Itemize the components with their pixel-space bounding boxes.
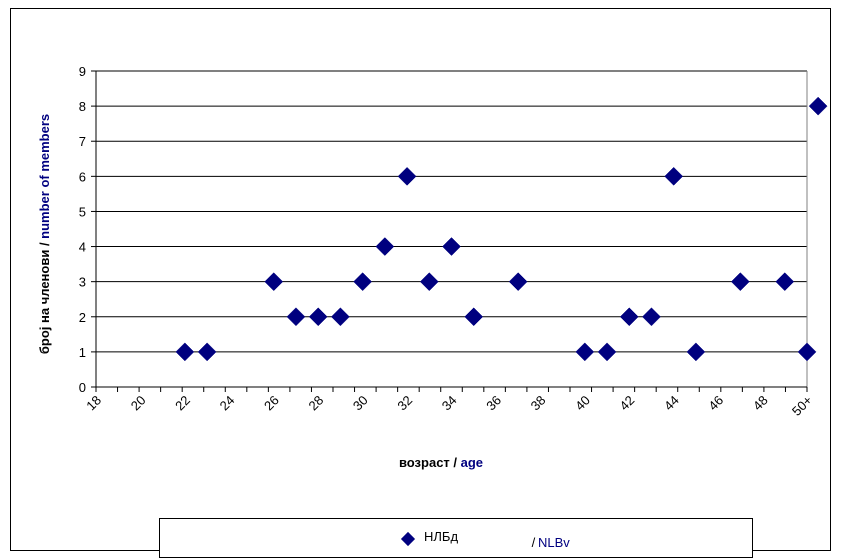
data-point [397, 166, 417, 186]
data-point [353, 272, 372, 292]
data-point [597, 342, 617, 362]
x-axis-title: возраст / age [399, 455, 483, 470]
grid-layer [96, 70, 807, 353]
data-point [419, 272, 439, 292]
data-point [730, 272, 750, 292]
data-point [619, 307, 639, 327]
data-point [775, 272, 795, 292]
data-point [808, 96, 828, 116]
x-tick-label: 22 [172, 393, 193, 414]
data-point [331, 307, 350, 327]
data-point [508, 272, 528, 292]
y-tick-label: 8 [79, 99, 86, 114]
data-point [375, 237, 395, 256]
y-tick-label: 1 [79, 345, 86, 360]
x-tick-label: 46 [705, 393, 726, 414]
data-point [664, 166, 684, 186]
legend: НЛБд / NLBv [159, 518, 753, 558]
x-tick-label: 38 [528, 393, 549, 414]
data-point [464, 307, 484, 327]
legend-diamond-icon [400, 531, 416, 547]
x-tick-label: 40 [572, 393, 593, 414]
x-tick-label: 18 [83, 393, 104, 414]
legend-series-name: НЛБд [424, 529, 459, 544]
legend-separator: / [528, 535, 539, 550]
data-point [642, 307, 661, 327]
x-tick-label: 50+ [789, 393, 815, 419]
x-tick-label: 26 [261, 393, 282, 414]
x-axis-title-english: age [461, 455, 483, 470]
data-point [175, 342, 195, 362]
y-tick-label: 6 [79, 169, 86, 184]
x-tick-label: 24 [217, 393, 238, 414]
data-point [686, 342, 706, 362]
x-tick-label: 42 [617, 393, 638, 414]
y-axis-title: број на членови / number of members [37, 114, 52, 354]
x-tick-label: 32 [394, 393, 415, 414]
x-tick-label: 44 [661, 393, 682, 414]
x-tick-label: 48 [750, 393, 771, 414]
y-axis-title-local: број на членови / [37, 239, 52, 354]
y-tick-label: 0 [79, 380, 86, 395]
x-tick-label: 34 [439, 393, 460, 414]
x-tick-label: 20 [128, 393, 149, 414]
y-axis-title-english: number of members [37, 114, 52, 239]
data-point [442, 237, 461, 256]
data-points [175, 96, 828, 362]
data-point [264, 272, 284, 292]
legend-series-name-english: NLBv [538, 535, 570, 550]
x-tick-label: 28 [305, 393, 326, 414]
x-tick-label: 30 [350, 393, 371, 414]
y-tick-label: 9 [79, 64, 86, 79]
data-point [308, 307, 328, 327]
y-tick-labels: 0 1 2 3 4 5 6 7 8 9 [79, 64, 86, 395]
y-tick-label: 3 [79, 275, 86, 290]
axis-layer [91, 70, 808, 392]
y-tick-label: 4 [79, 240, 86, 255]
data-point [797, 342, 817, 362]
data-point [197, 342, 217, 362]
x-axis-title-local: возраст / [399, 455, 461, 470]
x-tick-label: 36 [483, 393, 504, 414]
y-tick-label: 2 [79, 310, 86, 325]
y-tick-label: 5 [79, 204, 86, 219]
data-point [286, 307, 306, 327]
x-tick-labels: 18 20 22 24 26 28 30 32 34 36 38 40 42 44 46 48 50+ [83, 393, 815, 419]
y-tick-label: 7 [79, 134, 86, 149]
data-point [575, 342, 595, 362]
